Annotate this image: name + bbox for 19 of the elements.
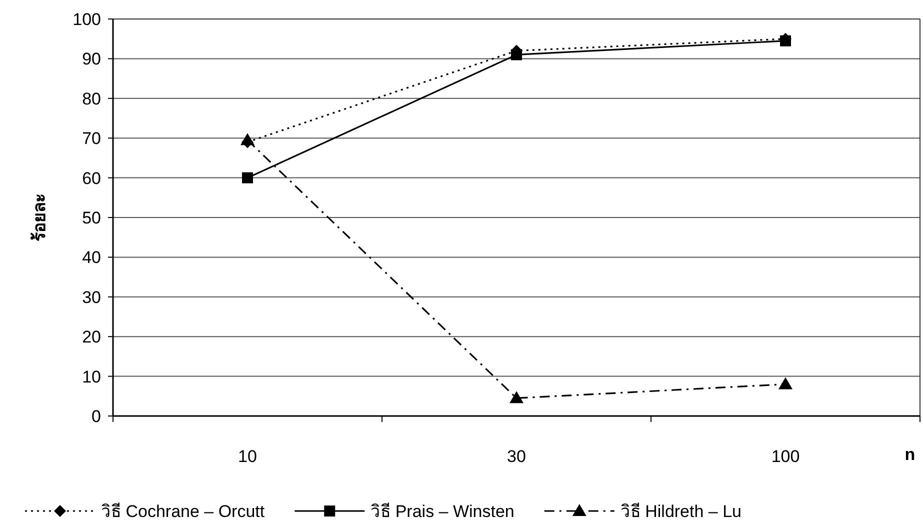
- y-tick-label: 30: [82, 288, 101, 307]
- y-axis-title: ร้อยละ: [30, 194, 49, 242]
- legend-label: วิธี Cochrane – Orcutt: [101, 502, 265, 521]
- x-axis-title: n: [904, 445, 916, 464]
- y-tick-label: 40: [82, 248, 101, 268]
- y-tick-label: 70: [82, 129, 101, 148]
- y-tick-label: 90: [82, 50, 101, 69]
- y-tick-label: 60: [82, 168, 101, 188]
- y-tick-label: 0: [92, 407, 101, 426]
- legend-label: วิธี Hildreth – Lu: [620, 502, 742, 521]
- y-tick-label: 10: [82, 367, 101, 386]
- x-tick-label: 10: [238, 447, 257, 466]
- y-tick-label: 50: [82, 208, 101, 228]
- y-tick-label: 100: [72, 10, 101, 29]
- x-tick-label: 100: [771, 447, 800, 466]
- y-tick-label: 20: [82, 328, 101, 347]
- y-tick-label: 80: [82, 89, 101, 108]
- legend-label: วิธี Prais – Winsten: [370, 502, 514, 521]
- x-tick-label: 30: [507, 447, 526, 466]
